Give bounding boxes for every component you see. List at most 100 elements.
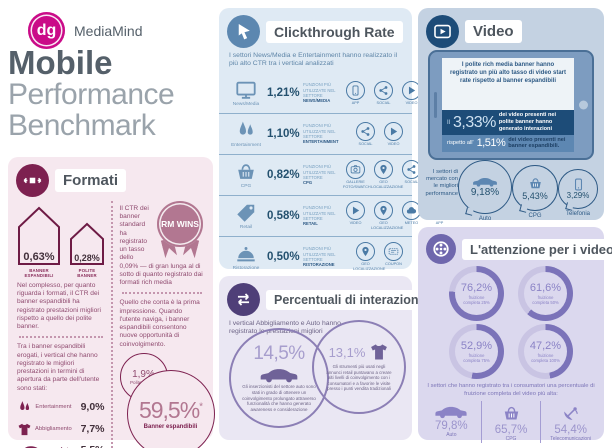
formati-left-column: 0,63% BANNER ESPANDIBILI 0,28% POLITE BA… xyxy=(17,201,111,448)
attenzione-sectors: 79,8% Auto 65,7% CPG 54,4% Telecomunicaz… xyxy=(422,401,600,444)
play-icon xyxy=(406,85,417,96)
play-square-icon xyxy=(426,15,459,48)
ctr-row-news-media: News/Media 1,21% FUNZIONI PIÙ UTILIZZATE… xyxy=(219,73,421,113)
page-title: Mobile Performance Benchmark xyxy=(8,44,175,142)
attenzione-sector-telecomunicazioni: 54,4% Telecomunicazioni xyxy=(540,401,600,444)
tshirt-icon xyxy=(17,422,32,437)
vertical-value: 9,0% xyxy=(80,401,105,414)
attenzione-header: L'attenzione per i video xyxy=(418,227,612,268)
pin-icon xyxy=(378,205,389,216)
car-icon xyxy=(472,176,498,187)
feature-gallery: GALLERIE FOTO/SWATCH xyxy=(343,160,371,189)
feature-video: VIDEO xyxy=(343,201,368,226)
ctr-value: 0,50% xyxy=(267,250,300,263)
pin-icon xyxy=(378,164,389,175)
ctr-header: Clickthrough Rate xyxy=(219,8,412,52)
ctr-caption: FUNZIONI PIÙ UTILIZZATE NEL SETTORE RISTO… xyxy=(303,246,336,268)
video-stat-espandibili: rispetto all' 1,51% dei video presenti n… xyxy=(442,134,574,152)
formati-paragraph-4: Quello che conta è la prima impressione.… xyxy=(119,299,200,348)
espandibili-video-interaction-value: 1,51% xyxy=(476,137,506,150)
basket-icon xyxy=(235,161,257,183)
mediamind-logo: dg xyxy=(28,12,65,49)
panel-interazione: Percentuali di interazione I vertical Ab… xyxy=(219,276,434,440)
video-sector-telefonia: 3,29% Telefonia xyxy=(558,160,598,217)
title-line-3: Benchmark xyxy=(8,108,156,142)
video-header: Video xyxy=(418,8,604,52)
panel-video: Video I polite rich media banner hanno r… xyxy=(418,8,604,222)
video-sectors: I settori di mercato con le migliori per… xyxy=(424,160,598,222)
completion-rings: 76,2% fruizione completa 25% 61,6% fruizio… xyxy=(418,266,604,379)
ctr-title: Clickthrough Rate xyxy=(266,20,403,43)
formati-title: Formati xyxy=(55,169,127,192)
feature-icons: GEO LOCALIZZAZIONE COUPON xyxy=(353,242,406,271)
feature-icons: GALLERIE FOTO/SWATCH GEO LOCALIZZAZIONE … xyxy=(343,160,424,189)
vertical-value: 7,7% xyxy=(80,423,105,436)
satellite-dish-icon xyxy=(561,404,580,423)
banner-espandibili-shape: 0,63% BANNER ESPANDIBILI xyxy=(17,206,61,278)
formati-paragraph-1: Nel complesso, per quanto riguarda i for… xyxy=(17,282,101,331)
phone-screen: I polite rich media banner hanno registr… xyxy=(442,58,574,152)
interazione-header: Percentuali di interazione xyxy=(219,276,434,320)
feature-social: SOCIAL xyxy=(353,121,378,147)
ctr-caption: FUNZIONI PIÙ UTILIZZATE NEL SETTORE NEWS/… xyxy=(303,82,336,104)
formati-header: Formati xyxy=(8,157,213,201)
vertical-label: Abbigliamento xyxy=(35,426,72,433)
camera-icon xyxy=(350,164,361,175)
tshirt-icon xyxy=(369,342,389,362)
bowling-pins-icon xyxy=(17,400,32,415)
logo-text: dg xyxy=(36,21,57,39)
ctr-row-retail: Retail 0,58% FUNZIONI PIÙ UTILIZZATE NEL… xyxy=(219,194,449,236)
dotted-divider xyxy=(121,292,202,295)
ctr-caption: FUNZIONI PIÙ UTILIZZATE NEL SETTORE CPG xyxy=(303,164,336,186)
vertical-row-entertainment: Entertainment 9,0% xyxy=(17,400,105,415)
feature-geo: GEO LOCALIZZAZIONE xyxy=(353,242,385,271)
car-icon xyxy=(259,366,299,383)
ctr-intro: I settori News/Media e Entertainment han… xyxy=(229,52,398,68)
coupon-icon xyxy=(388,246,399,257)
panel-attenzione: L'attenzione per i video 76,2% fruizione … xyxy=(418,227,612,444)
interaction-bubbles: 1,9% Polite banner 59,5%* Banner espandi… xyxy=(119,352,215,448)
basket-icon xyxy=(502,404,521,423)
ring-50-percent: 61,6% fruizione completa 50% xyxy=(518,266,573,321)
video-title: Video xyxy=(465,20,522,43)
play-icon xyxy=(388,126,399,137)
feature-video: VIDEO xyxy=(381,121,406,147)
sector-cpg: CPG xyxy=(225,161,267,189)
ctr-caption: FUNZIONI PIÙ UTILIZZATE NEL SETTORE ENTER… xyxy=(303,123,339,145)
sector-retail: Retail xyxy=(225,202,267,230)
rm-wins-badge-text: RM WINS xyxy=(157,201,203,247)
swap-arrows-icon xyxy=(227,283,260,316)
feature-icons: APP SOCIAL VIDEO xyxy=(343,80,424,106)
sector-entertainment: Entertainment xyxy=(225,120,267,148)
feature-geo: GEO LOCALIZZAZIONE xyxy=(371,160,403,189)
brand-name: MediaMind xyxy=(74,23,143,39)
rm-wins-badge: RM WINS xyxy=(156,201,204,257)
feature-app: APP xyxy=(343,80,368,106)
attenzione-outro: I settori che hanno registrato tra i con… xyxy=(427,383,595,397)
panel-formati: Formati 0,63% BANNER ESPANDIBILI 0,28% P… xyxy=(8,157,215,448)
film-reel-icon xyxy=(426,234,456,264)
share-icon xyxy=(360,126,371,137)
panel-clickthrough-rate: Clickthrough Rate I settori News/Media e… xyxy=(219,8,449,271)
ctr-value: 0,82% xyxy=(267,168,300,181)
title-line-2: Performance xyxy=(8,77,175,111)
attenzione-sector-cpg: 65,7% CPG xyxy=(480,401,541,444)
expand-arrows-icon xyxy=(16,164,49,197)
vertical-row-abbigliamento: Abbigliamento 7,7% xyxy=(17,422,105,437)
video-sector-cpg: 5,43% CPG xyxy=(512,160,558,219)
vertical-value: 5,5% xyxy=(75,444,105,448)
retail-interaction-circle: 13,1% Gli strumenti più usati negli annu… xyxy=(312,320,406,414)
auto-interaction-text: Gli inserzionisti del settore auto sono … xyxy=(242,384,316,412)
cursor-icon xyxy=(227,15,260,48)
attenzione-sector-auto: 79,8% Auto xyxy=(422,401,481,443)
feature-coupon: COUPON xyxy=(381,242,406,267)
ctr-row-ristorazione: Ristorazione 0,50% FUNZIONI PIÙ UTILIZZA… xyxy=(219,235,412,277)
car-icon xyxy=(434,404,468,419)
vertical-row-auto: Auto 5,5% xyxy=(17,444,105,448)
tag-icon xyxy=(235,202,257,224)
banner-espandibili-bubble: 59,5%* Banner espandibili xyxy=(126,369,215,448)
video-sectors-label: I settori di mercato con le migliori per… xyxy=(425,169,458,197)
monitor-icon xyxy=(234,79,258,101)
title-line-1: Mobile xyxy=(8,44,113,81)
